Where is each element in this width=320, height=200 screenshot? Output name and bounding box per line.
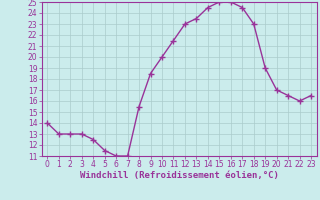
X-axis label: Windchill (Refroidissement éolien,°C): Windchill (Refroidissement éolien,°C): [80, 171, 279, 180]
